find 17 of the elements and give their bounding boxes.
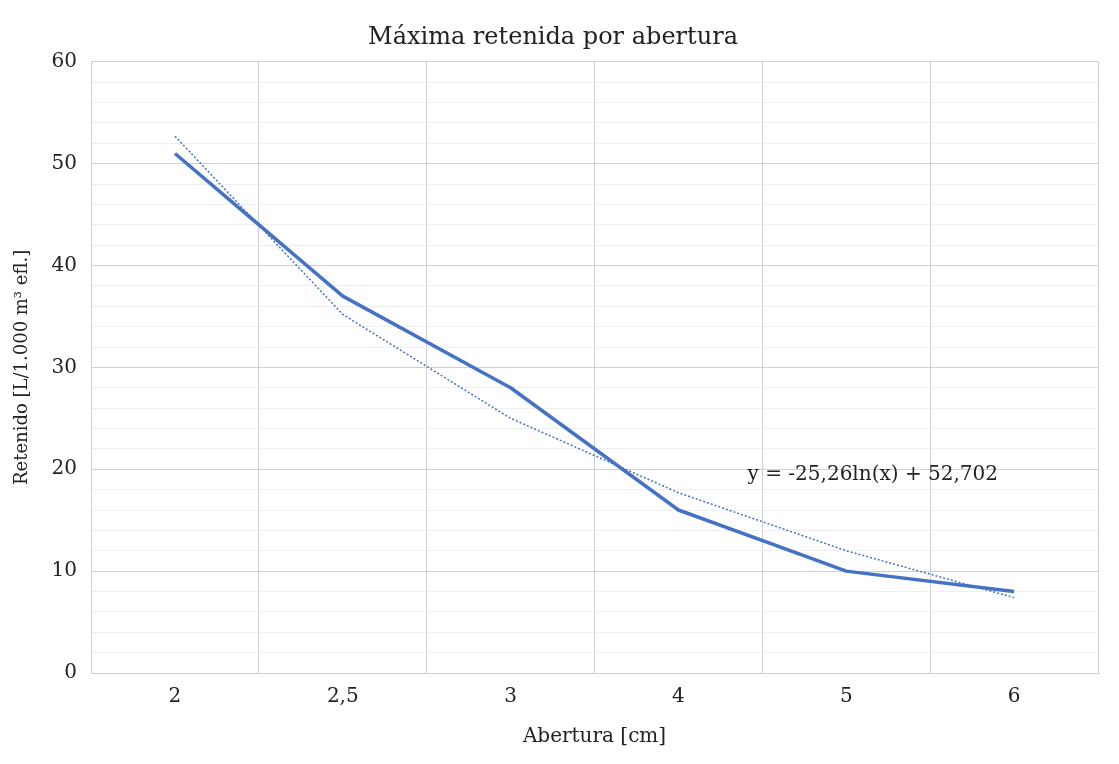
annotation: y = -25,26ln(x) + 52,702 xyxy=(746,460,998,485)
x-tick-label: 6 xyxy=(1007,683,1021,708)
x-axis-title: Abertura [cm] xyxy=(521,723,667,748)
y-tick-label: 60 xyxy=(51,48,78,72)
x-tick-label: 2,5 xyxy=(326,683,359,708)
y-tick-label: 10 xyxy=(51,557,78,582)
x-tick-label: 4 xyxy=(672,683,685,708)
chart-title: Máxima retenida por abertura xyxy=(368,21,738,50)
y-axis-title: Retenido [L/1.000 m³ efl.] xyxy=(10,249,32,486)
x-tick-label: 2 xyxy=(168,683,182,708)
y-tick-label: 30 xyxy=(51,353,78,378)
x-tick-label: 5 xyxy=(839,683,853,708)
y-tick-label: 50 xyxy=(51,149,78,174)
x-tick-label: 3 xyxy=(504,683,517,708)
y-tick-label: 0 xyxy=(64,659,78,684)
y-tick-label: 40 xyxy=(51,251,78,276)
y-tick-label: 20 xyxy=(51,455,78,480)
